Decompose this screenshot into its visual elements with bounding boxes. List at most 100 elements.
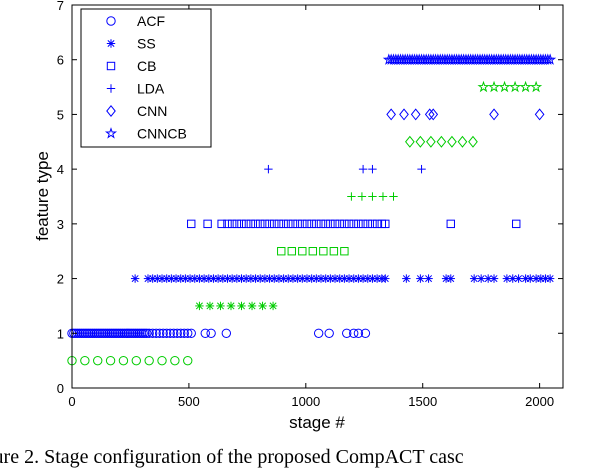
point-ss (446, 274, 455, 283)
point-cb (251, 219, 260, 229)
y-tick-label: 0 (57, 381, 64, 396)
point-green-group-0 (157, 355, 167, 366)
point-acf (353, 328, 364, 338)
point-lda (368, 164, 377, 174)
y-axis-label: feature type (33, 151, 52, 241)
point-ss (476, 274, 486, 283)
point-green-group-1 (237, 301, 246, 311)
point-ss (514, 274, 523, 283)
point-cnncb (544, 53, 557, 65)
point-green-group-3 (357, 192, 367, 201)
point-acf (165, 328, 175, 338)
point-cb (363, 219, 372, 229)
point-cb (298, 219, 307, 229)
y-tick-label: 6 (57, 53, 64, 68)
point-green-group-4 (405, 135, 415, 148)
point-cb (274, 219, 284, 229)
point-ss (489, 274, 499, 283)
point-green-group-5 (498, 80, 511, 93)
point-green-group-5 (530, 80, 543, 93)
point-cb (330, 219, 340, 229)
point-cnn (534, 108, 545, 121)
legend-box (80, 8, 212, 148)
point-green-group-3 (389, 192, 398, 201)
x-tick-label: 2000 (525, 394, 554, 409)
point-cb (203, 219, 212, 229)
point-acf (172, 328, 182, 338)
point-green-group-4 (415, 135, 426, 148)
legend-entry-acf: ACF (106, 13, 165, 29)
legend-label: ACF (137, 13, 165, 29)
point-acf (151, 328, 161, 338)
point-green-group-1 (216, 301, 225, 311)
point-cb (354, 219, 363, 229)
point-acf (179, 328, 189, 338)
point-lda (264, 164, 273, 174)
plot-frame (71, 4, 564, 389)
point-ss (416, 274, 425, 283)
legend-marker-cb (106, 61, 116, 71)
point-green-group-2 (340, 247, 349, 256)
point-acf (147, 328, 158, 338)
point-cb (321, 219, 330, 229)
point-cb (512, 219, 521, 229)
legend-marker-lda (106, 84, 116, 93)
point-green-group-0 (105, 355, 116, 366)
point-green-group-1 (258, 301, 267, 311)
point-green-group-1 (247, 301, 257, 311)
point-cb (349, 219, 358, 229)
point-acf (313, 328, 324, 338)
point-acf (206, 328, 216, 338)
point-acf (154, 328, 165, 338)
point-cb (340, 219, 349, 229)
legend-marker-acf (106, 16, 116, 26)
point-green-group-4 (457, 135, 468, 148)
point-cb (293, 219, 302, 229)
point-green-group-0 (183, 355, 193, 366)
point-cb (279, 219, 288, 229)
y-tick-label: 7 (57, 0, 64, 13)
point-green-group-2 (308, 247, 318, 256)
point-acf (342, 328, 352, 338)
point-green-group-1 (195, 301, 204, 311)
legend-label: CNNCB (137, 126, 187, 142)
y-tick-label: 3 (57, 217, 64, 232)
point-lda (358, 164, 368, 174)
point-acf (349, 328, 359, 338)
point-green-group-0 (170, 355, 180, 366)
x-tick-label: 1000 (291, 394, 320, 409)
figure-caption: igure 2. Stage configuration of the prop… (0, 446, 464, 468)
y-tick-label: 5 (57, 107, 64, 122)
legend-marker-cnncb (104, 127, 118, 139)
point-ss (381, 274, 390, 283)
point-cb (312, 219, 321, 229)
point-cb (260, 219, 270, 229)
point-cnn (424, 108, 435, 121)
point-cnn (489, 108, 499, 121)
point-cnn (410, 108, 421, 121)
point-green-group-0 (118, 355, 129, 366)
point-green-group-5 (487, 80, 501, 93)
point-green-group-2 (329, 247, 339, 256)
point-lda (417, 164, 426, 174)
point-cb (307, 219, 316, 229)
legend: ACF SS CB LDA CNN CNNCB (80, 8, 212, 148)
point-ss (402, 274, 411, 283)
point-cb (344, 219, 354, 229)
point-cb (241, 219, 251, 229)
point-green-group-3 (368, 192, 377, 201)
point-cnn (428, 108, 439, 121)
y-tick-label: 2 (57, 272, 64, 287)
point-acf (161, 328, 172, 338)
point-cb (284, 219, 293, 229)
legend-entry-cnn: CNN (106, 103, 167, 119)
axes: 0 500 1000 1500 2000 0 1 2 3 4 5 6 7 (57, 0, 563, 409)
point-green-group-2 (298, 247, 307, 256)
point-cb (217, 219, 226, 229)
point-cb (302, 219, 312, 229)
point-cnn (399, 108, 409, 121)
scatter-chart: 0 500 1000 1500 2000 0 1 2 3 4 5 6 7 ACF SS CB LDA CNN CN… (33, 0, 564, 432)
point-cb (326, 219, 335, 229)
point-acf (169, 328, 179, 338)
point-green-group-1 (226, 301, 236, 311)
